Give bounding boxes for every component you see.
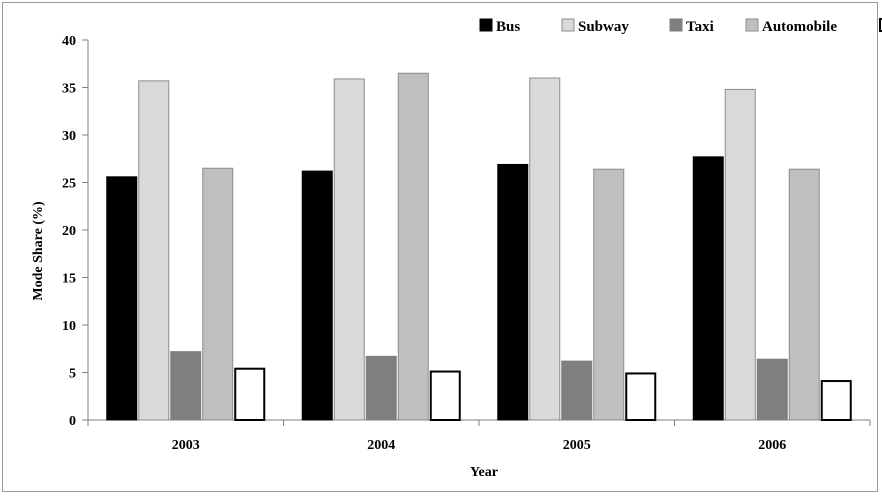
- bar-others-2004: [429, 370, 461, 421]
- bar-automobile-2003: [202, 167, 234, 421]
- bar-bus-2006: [692, 156, 724, 421]
- bar-others-2003: [234, 367, 266, 422]
- bar-automobile-2005: [593, 168, 625, 421]
- bar-subway-2006: [724, 88, 756, 421]
- y-tick-label: 5: [69, 367, 76, 382]
- bar-others-2006: [820, 380, 852, 421]
- bars: [106, 72, 852, 422]
- x-tick-label: 2006: [758, 438, 786, 453]
- bar-subway-2005: [529, 77, 561, 421]
- bar-taxi-2006: [756, 358, 788, 421]
- legend-swatch-others: [879, 18, 882, 32]
- y-ticks: 0 5 10 15 20 25 30 35 40: [62, 34, 88, 429]
- legend-swatch-taxi: [669, 18, 683, 32]
- bar-bus-2005: [497, 163, 529, 421]
- x-tick-label: 2005: [563, 438, 591, 453]
- x-ticks: 2003 2004 2005 2006: [87, 420, 871, 453]
- y-tick-label: 0: [69, 414, 76, 429]
- y-tick-label: 25: [62, 177, 76, 192]
- x-tick-label: 2003: [172, 438, 200, 453]
- legend-label-automobile: Automobile: [762, 19, 837, 35]
- bar-others-2005: [625, 372, 657, 422]
- bar-taxi-2005: [561, 360, 593, 421]
- bar-taxi-2003: [170, 351, 202, 421]
- y-tick-label: 15: [62, 272, 76, 287]
- x-axis-title: Year: [470, 465, 498, 480]
- bar-automobile-2004: [397, 72, 429, 421]
- legend-swatch-bus: [479, 18, 493, 32]
- y-tick-label: 40: [62, 34, 76, 49]
- y-tick-label: 10: [62, 319, 76, 334]
- y-tick-label: 30: [62, 129, 76, 144]
- legend-swatch-subway: [561, 18, 575, 32]
- legend-label-taxi: Taxi: [686, 19, 714, 35]
- legend-label-bus: Bus: [496, 19, 520, 35]
- x-tick-label: 2004: [367, 438, 395, 453]
- bar-automobile-2006: [788, 168, 820, 421]
- y-tick-label: 20: [62, 224, 76, 239]
- legend-label-subway: Subway: [578, 19, 629, 35]
- bar-bus-2004: [301, 170, 333, 421]
- bar-subway-2003: [138, 80, 170, 421]
- y-axis-title: Mode Share (%): [31, 201, 46, 301]
- bar-bus-2003: [106, 176, 138, 421]
- bar-subway-2004: [333, 78, 365, 421]
- bar-taxi-2004: [365, 355, 397, 421]
- legend: BusSubwayTaxiAutomobileOthers: [479, 18, 882, 35]
- y-tick-label: 35: [62, 82, 76, 97]
- legend-swatch-automobile: [745, 18, 759, 32]
